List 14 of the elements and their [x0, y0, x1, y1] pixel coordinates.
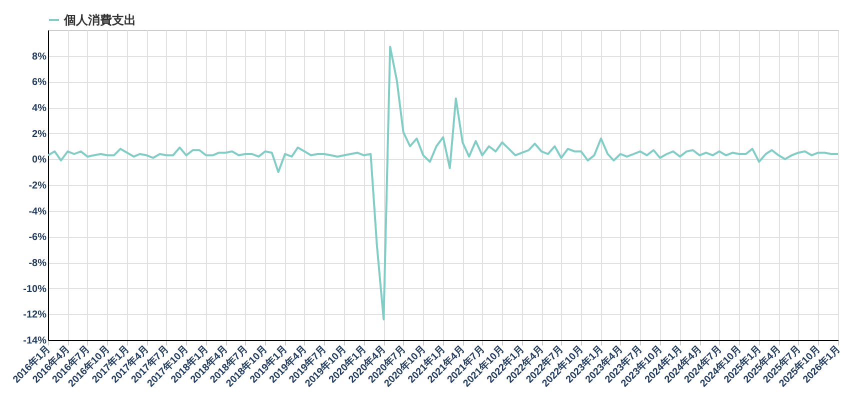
y-tick-label: 6%	[32, 77, 47, 88]
y-tick-label: 0%	[32, 154, 47, 166]
y-tick-label: -2%	[28, 180, 47, 192]
y-tick-label: 2%	[32, 128, 47, 140]
line-series	[48, 46, 838, 320]
y-tick-label: -4%	[28, 206, 47, 218]
y-tick-label: -14%	[23, 336, 47, 346]
y-tick-label: 4%	[32, 103, 47, 114]
y-tick-label: -12%	[23, 310, 47, 321]
y-tick-label: -10%	[23, 284, 47, 295]
y-tick-label: -8%	[28, 258, 47, 269]
y-tick-label: -6%	[28, 232, 47, 244]
legend-label: 個人消費支出	[63, 13, 136, 27]
y-tick-label: 8%	[32, 51, 47, 62]
